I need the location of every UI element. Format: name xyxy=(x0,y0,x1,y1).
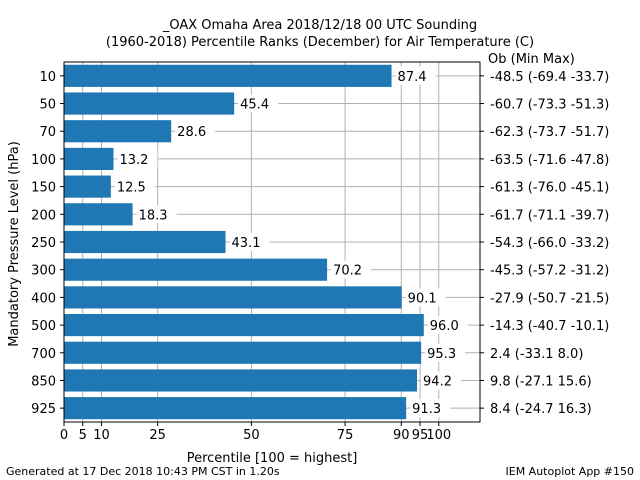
footer-app-id: IEM Autoplot App #150 xyxy=(505,465,635,478)
y-tick-label-70: 70 xyxy=(39,125,56,140)
value-label-70: 28.6 xyxy=(177,125,206,140)
value-label-box xyxy=(114,177,155,196)
value-label-box xyxy=(117,149,158,168)
right-label-10: -48.5 (-69.4 -33.7) xyxy=(490,70,609,85)
chart-title-line2: (1960-2018) Percentile Ranks (December) … xyxy=(106,35,534,50)
bar-level-200 xyxy=(64,203,133,226)
value-label-50: 45.4 xyxy=(240,98,269,113)
y-tick-label-850: 850 xyxy=(31,374,56,389)
bar-level-70 xyxy=(64,120,172,143)
right-label-925: 8.4 (-24.7 16.3) xyxy=(490,402,592,417)
y-tick-label-500: 500 xyxy=(31,319,56,334)
footer-generated-note: Generated at 17 Dec 2018 10:43 PM CST in… xyxy=(6,465,280,478)
x-tick-label: 0 xyxy=(60,428,68,443)
chart-title-line1: _OAX Omaha Area 2018/12/18 00 UTC Soundi… xyxy=(162,18,477,33)
bar-level-100 xyxy=(64,147,114,170)
x-tick-label: 90 xyxy=(393,428,410,443)
right-label-850: 9.8 (-27.1 15.6) xyxy=(490,374,592,389)
bar-level-500 xyxy=(64,314,424,337)
right-label-300: -45.3 (-57.2 -31.2) xyxy=(490,264,609,279)
bar-level-50 xyxy=(64,92,235,115)
value-label-700: 95.3 xyxy=(427,347,456,362)
y-tick-label-10: 10 xyxy=(39,70,56,85)
y-tick-label-700: 700 xyxy=(31,347,56,362)
x-tick-label: 95 xyxy=(412,428,429,443)
bar-level-250 xyxy=(64,230,226,254)
value-label-box xyxy=(136,205,177,224)
bar-level-850 xyxy=(64,369,418,392)
bar-level-10 xyxy=(64,64,392,87)
right-label-100: -63.5 (-71.6 -47.8) xyxy=(490,153,609,168)
right-label-700: 2.4 (-33.1 8.0) xyxy=(490,347,583,362)
right-label-50: -60.7 (-73.3 -51.3) xyxy=(490,98,609,113)
value-label-400: 90.1 xyxy=(408,291,437,306)
y-tick-label-100: 100 xyxy=(31,153,56,168)
right-label-400: -27.9 (-50.7 -21.5) xyxy=(490,291,609,306)
x-tick-label: 10 xyxy=(93,428,110,443)
bar-level-300 xyxy=(64,258,328,281)
right-label-200: -61.7 (-71.1 -39.7) xyxy=(490,208,609,223)
bar-level-700 xyxy=(64,341,422,364)
right-label-150: -61.3 (-76.0 -45.1) xyxy=(490,181,609,196)
right-label-70: -62.3 (-73.7 -51.7) xyxy=(490,125,609,140)
y-tick-label-300: 300 xyxy=(31,264,56,279)
x-tick-label: 50 xyxy=(243,428,260,443)
bar-level-150 xyxy=(64,175,111,198)
value-label-box xyxy=(425,343,466,362)
y-tick-label-400: 400 xyxy=(31,291,56,306)
y-axis-label: Mandatory Pressure Level (hPa) xyxy=(7,141,22,347)
value-label-box xyxy=(175,122,216,141)
value-label-box xyxy=(410,399,451,418)
x-axis-label: Percentile [100 = highest] xyxy=(187,451,358,466)
value-label-850: 94.2 xyxy=(423,374,452,389)
value-label-box xyxy=(427,316,468,335)
y-tick-label-150: 150 xyxy=(31,181,56,196)
value-label-10: 87.4 xyxy=(398,70,427,85)
value-label-925: 91.3 xyxy=(412,402,441,417)
y-tick-label-250: 250 xyxy=(31,236,56,251)
bar-level-400 xyxy=(64,286,402,309)
x-tick-label: 5 xyxy=(79,428,87,443)
value-label-200: 18.3 xyxy=(139,208,168,223)
y-tick-label-200: 200 xyxy=(31,208,56,223)
y-tick-label-50: 50 xyxy=(39,98,56,113)
value-label-box xyxy=(331,260,372,279)
x-tick-label: 100 xyxy=(426,428,451,443)
value-label-250: 43.1 xyxy=(232,236,261,251)
y-tick-label-925: 925 xyxy=(31,402,56,417)
value-label-500: 96.0 xyxy=(430,319,459,334)
value-label-box xyxy=(395,66,436,85)
value-label-box xyxy=(405,288,446,307)
value-label-box xyxy=(421,371,462,390)
value-label-100: 13.2 xyxy=(119,153,148,168)
bar-level-925 xyxy=(64,397,407,420)
right-label-500: -14.3 (-40.7 -10.1) xyxy=(490,319,609,334)
right-column-header: Ob (Min Max) xyxy=(488,52,575,67)
value-label-box xyxy=(229,233,270,251)
right-label-250: -54.3 (-66.0 -33.2) xyxy=(490,236,609,251)
x-tick-label: 25 xyxy=(149,428,166,443)
value-label-150: 12.5 xyxy=(117,181,146,196)
value-label-300: 70.2 xyxy=(333,264,362,279)
x-tick-label: 75 xyxy=(337,428,354,443)
value-label-box xyxy=(238,94,279,113)
